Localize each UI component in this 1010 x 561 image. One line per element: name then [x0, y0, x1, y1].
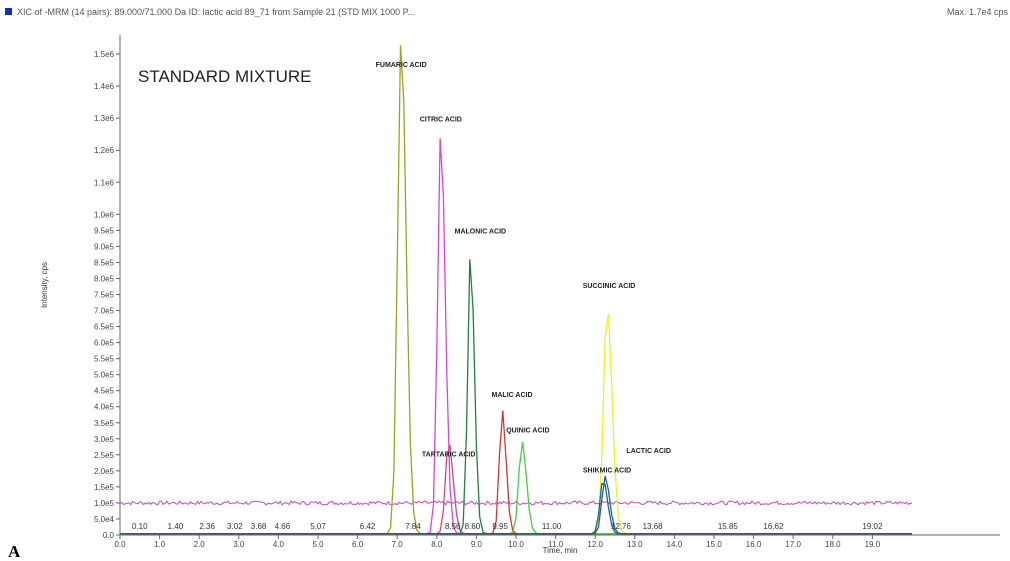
x-tick-label: 7.0 — [392, 540, 404, 549]
x-axis-label: Time, min — [543, 546, 578, 555]
peak-label: FUMARIC ACID — [376, 62, 427, 69]
retention-time-label: 6.42 — [360, 522, 376, 531]
x-tick-label: 12.0 — [587, 540, 603, 549]
x-tick-label: 13.0 — [627, 540, 643, 549]
x-ticks: 0.0 1.0 2.0 3.0 4.0 5.0 6.0 7.0 8.0 9.0 10.0 11.0 12… — [114, 535, 881, 549]
retention-time-label: 7.84 — [405, 522, 421, 531]
retention-time-label: 8.56 — [445, 522, 461, 531]
y-tick-label: 0.0 — [103, 531, 115, 540]
peak-labels: FUMARIC ACID CITRIC ACID MALONIC ACID SUCCI… — [376, 62, 671, 475]
x-tick-label: 11.0 — [548, 540, 564, 549]
peak-label: SUCCINIC ACID — [583, 283, 636, 290]
y-tick-label: 2.0e5 — [94, 467, 115, 476]
chart-annotation: STANDARD MIXTURE — [138, 67, 311, 86]
x-tick-label: 17.0 — [785, 540, 801, 549]
x-tick-label: 19.0 — [865, 540, 881, 549]
y-tick-label: 1.4e6 — [94, 82, 115, 91]
y-tick-label: 1.5e6 — [94, 50, 115, 59]
retention-time-label: 2.36 — [199, 522, 215, 531]
y-tick-label: 7.0e5 — [94, 307, 115, 316]
retention-time-label: 12.76 — [611, 522, 632, 531]
traces — [119, 45, 913, 535]
x-tick-label: 8.0 — [431, 540, 443, 549]
y-tick-label: 5.0e5 — [94, 371, 115, 380]
series-trace-succinic — [120, 313, 912, 535]
x-tick-label: 10.0 — [508, 540, 524, 549]
y-tick-label: 5.5e5 — [94, 355, 115, 364]
y-tick-label: 7.5e5 — [94, 291, 115, 300]
x-tick-label: 15.0 — [706, 540, 722, 549]
y-tick-label: 4.5e5 — [94, 387, 115, 396]
x-tick-label: 6.0 — [352, 540, 364, 549]
x-tick-label: 3.0 — [233, 540, 245, 549]
header-marker — [5, 8, 12, 15]
series-trace-fumaric — [120, 45, 912, 535]
peak-label: LACTIC ACID — [626, 448, 670, 455]
y-tick-label: 8.0e5 — [94, 274, 115, 283]
y-tick-label: 1.0e5 — [94, 499, 115, 508]
y-tick-label: 5.0e4 — [94, 515, 115, 524]
y-tick-label: 8.5e5 — [94, 258, 115, 267]
peak-label: SHIKMIC ACID — [583, 467, 631, 474]
series-trace-shikimic — [120, 482, 912, 535]
y-tick-label: 1.5e5 — [94, 483, 115, 492]
header-max: Max. 1.7e4 cps — [947, 7, 1009, 17]
x-tick-label: 0.0 — [114, 540, 126, 549]
retention-time-label: 3.68 — [251, 522, 267, 531]
retention-time-label: 16.62 — [763, 522, 784, 531]
x-tick-label: 2.0 — [194, 540, 206, 549]
peak-label: QUINIC ACID — [506, 427, 549, 434]
series-trace-quinic — [120, 441, 912, 535]
peak-label: MALONIC ACID — [455, 229, 506, 236]
rt-labels: 0.10 1.40 2.36 3.02 3.68 4.66 5.07 6.42 7.84 8.56… — [132, 522, 883, 531]
x-tick-label: 18.0 — [825, 540, 841, 549]
y-tick-label: 1.0e6 — [94, 210, 115, 219]
peak-label: TARTARIC ACID — [422, 451, 476, 458]
retention-time-label: 5.07 — [310, 522, 326, 531]
retention-time-label: 0.10 — [132, 522, 148, 531]
y-tick-label: 2.5e5 — [94, 451, 115, 460]
peak-label: CITRIC ACID — [420, 116, 462, 123]
retention-time-label: 15.85 — [718, 522, 739, 531]
retention-time-label: 13.68 — [643, 522, 664, 531]
x-tick-label: 1.0 — [154, 540, 166, 549]
retention-time-label: 9.95 — [492, 522, 508, 531]
y-tick-label: 4.0e5 — [94, 403, 115, 412]
header-title: XIC of -MRM (14 pairs): 89.000/71.000 Da… — [17, 7, 415, 17]
x-tick-label: 14.0 — [667, 540, 683, 549]
y-tick-label: 1.1e6 — [94, 178, 115, 187]
x-tick-label: 4.0 — [273, 540, 285, 549]
y-tick-label: 6.5e5 — [94, 323, 115, 332]
y-axis-label: Intensity, cps — [40, 262, 49, 308]
y-tick-label: 9.5e5 — [94, 226, 115, 235]
retention-time-label: 3.02 — [227, 522, 243, 531]
y-tick-label: 1.3e6 — [94, 114, 115, 123]
retention-time-label: 8.60 — [465, 522, 481, 531]
x-tick-label: 5.0 — [312, 540, 324, 549]
y-tick-label: 3.5e5 — [94, 419, 115, 428]
retention-time-label: 11.00 — [542, 522, 562, 531]
x-tick-label: 9.0 — [471, 540, 483, 549]
x-tick-label: 16.0 — [746, 540, 762, 549]
y-tick-label: 9.0e5 — [94, 242, 115, 251]
retention-time-label: 19.02 — [862, 522, 883, 531]
y-ticks: 0.0 5.0e4 1.0e5 1.5e5 2.0e5 2.5e5 3.0e5 3.5e5 4.… — [94, 50, 120, 540]
retention-time-label: 4.66 — [275, 522, 291, 531]
baseline-trace — [119, 500, 913, 506]
peak-label: MALIC ACID — [492, 392, 533, 399]
y-tick-label: 6.0e5 — [94, 339, 115, 348]
panel-label: A — [8, 542, 21, 561]
y-tick-label: 1.2e6 — [94, 146, 115, 155]
series-trace-citric — [120, 138, 912, 535]
y-tick-label: 3.0e5 — [94, 435, 115, 444]
retention-time-label: 1.40 — [168, 522, 184, 531]
